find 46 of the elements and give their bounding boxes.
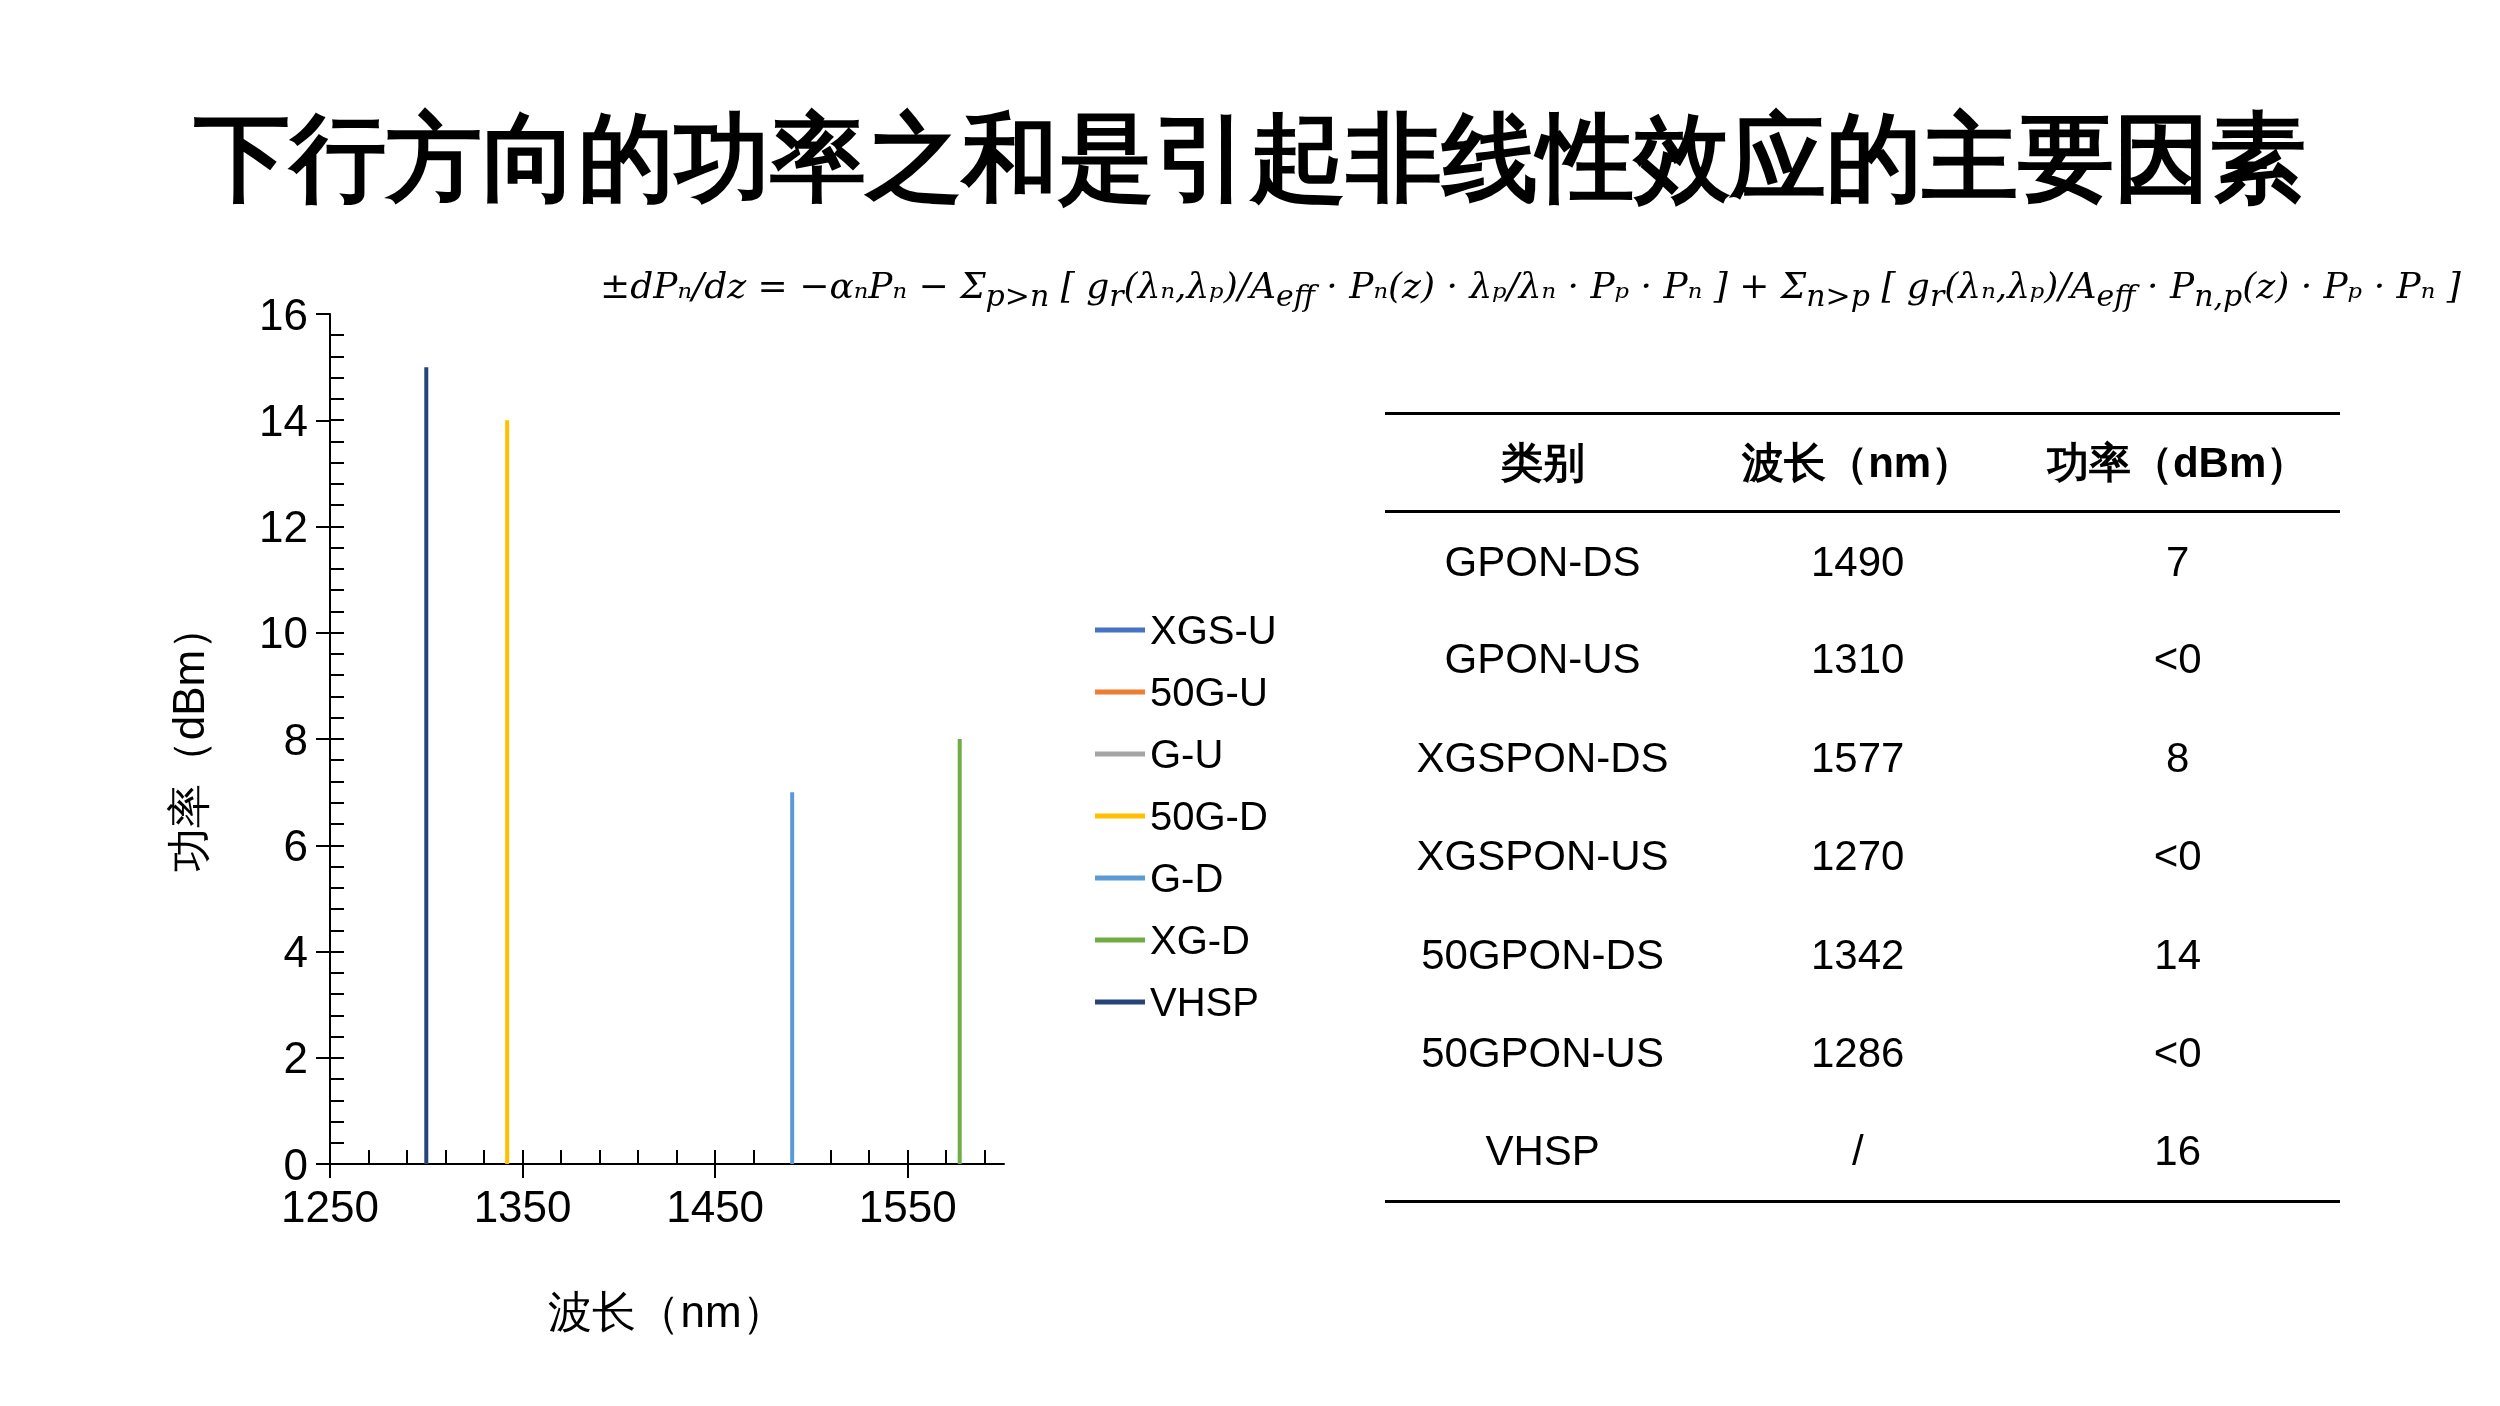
text: 8 [2164, 732, 2191, 783]
x-tick-label: 1350 [473, 1181, 572, 1231]
legend-label: 50G-D [1150, 794, 1268, 838]
text: 1490 [1810, 536, 1906, 587]
legend-label: XGS-U [1150, 608, 1277, 652]
legend-label: XG-D [1150, 918, 1250, 962]
text: 1342 [1810, 929, 1906, 980]
text: 功率（dBm） [2045, 437, 2310, 488]
x-axis-title: 波长（nm） [548, 1286, 786, 1336]
legend-label: G-U [1150, 732, 1224, 776]
y-tick-label: 8 [283, 714, 308, 764]
text: 16 [2153, 1126, 2202, 1176]
text: GPON-DS [1443, 536, 1642, 587]
y-tick-label: 2 [283, 1033, 308, 1083]
text: 1286 [1810, 1028, 1906, 1079]
y-tick-label: 6 [283, 820, 308, 870]
text: 类别 [1499, 437, 1586, 488]
text: XGSPON-US [1415, 831, 1670, 882]
text: 1577 [1810, 732, 1906, 783]
text: 1310 [1810, 634, 1906, 685]
y-tick-label: 4 [283, 927, 308, 976]
y-tick-label: 16 [259, 289, 308, 339]
text: <0 [2152, 634, 2203, 685]
text: 50GPON-DS [1420, 929, 1665, 980]
y-axis-title: 功率（dBm） [163, 605, 213, 873]
text: 1270 [1810, 831, 1906, 882]
text: <0 [2152, 831, 2203, 882]
text: ±dPₙ/dz = −αₙPₙ − Σ$_{p>n}$ [ g$_{r}$(λₙ,λₚ)/A$_{eff}$ · Pₙ(z) · λₚ/λₙ · Pₚ · Pₙ ] + Σ$_{n>p}$ [ g$_{r}$(λₙ,λₚ)/A$_{eff}$ · P$_{n,p}$(z) · Pₚ · Pₙ ] [600, 265, 2461, 314]
text: 14 [2153, 929, 2202, 980]
text: VHSP [1484, 1126, 1601, 1176]
y-tick-label: 12 [259, 502, 308, 551]
legend-label: 50G-U [1150, 670, 1268, 714]
text: XGSPON-DS [1415, 732, 1670, 783]
legend-label: VHSP [1150, 980, 1259, 1024]
y-tick-label: 14 [259, 395, 308, 445]
text: 波长（nm） [1741, 437, 1975, 488]
legend-label: G-D [1150, 856, 1224, 900]
y-tick-label: 10 [259, 608, 308, 658]
text: 50GPON-US [1420, 1028, 1665, 1079]
text: 下行方向的功率之和是引起非线性效应的主要因素 [193, 103, 2307, 213]
text: / [1850, 1126, 1865, 1176]
text: GPON-US [1443, 634, 1642, 685]
text: 7 [2164, 536, 2191, 587]
text: <0 [2152, 1028, 2203, 1079]
x-tick-label: 1450 [666, 1181, 765, 1231]
x-tick-label: 1550 [858, 1181, 957, 1231]
